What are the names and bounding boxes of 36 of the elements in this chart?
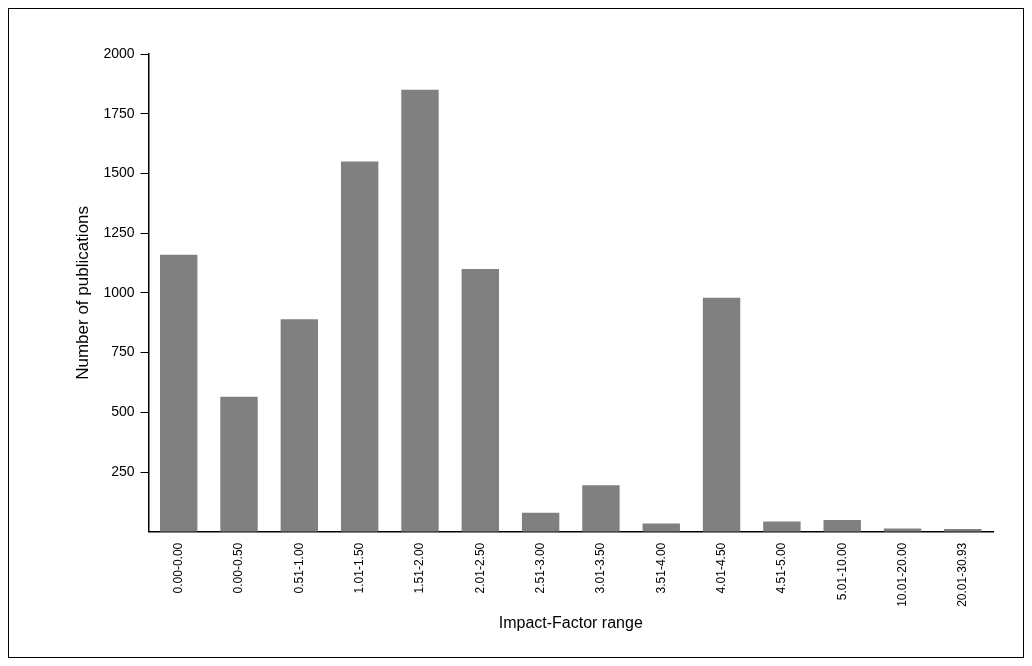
bar: [220, 396, 258, 532]
bar: [280, 319, 319, 532]
y-tick-label: 1750: [103, 104, 135, 121]
x-tick-label: 0.51-1.00: [291, 542, 306, 594]
x-tick-label: 5.01-10.00: [834, 542, 849, 601]
y-tick-label: 1000: [103, 283, 135, 300]
x-tick-label: 0.00-0.50: [231, 542, 246, 594]
x-tick-label: 1.01-1.50: [351, 542, 366, 594]
y-axis-title: Number of publications: [72, 205, 92, 380]
x-tick-label: 1.51-2.00: [412, 542, 427, 594]
x-tick-label: 2.01-2.50: [472, 542, 487, 594]
bar: [160, 254, 198, 532]
bar: [702, 297, 741, 532]
x-axis-title: Impact-Factor range: [498, 613, 643, 631]
x-tick-label: 20.01-30.93: [955, 542, 970, 607]
x-tick-label: 0.00-0.00: [171, 542, 186, 594]
y-tick-label: 500: [111, 403, 135, 420]
bar: [823, 520, 861, 532]
y-tick-label: 2000: [103, 44, 135, 61]
x-tick-label: 4.01-4.50: [713, 542, 728, 594]
bar: [521, 512, 560, 532]
y-tick-label: 1250: [103, 224, 135, 241]
bar: [582, 485, 620, 532]
x-tick-label: 2.51-3.00: [532, 542, 547, 594]
x-tick-label: 3.51-4.00: [653, 542, 668, 594]
bar: [401, 89, 439, 532]
bar: [461, 268, 499, 532]
y-tick-label: 750: [111, 343, 135, 360]
bar: [642, 523, 680, 532]
x-tick-label: 3.01-3.50: [593, 542, 608, 594]
x-tick-label: 10.01-20.00: [894, 542, 909, 607]
x-tick-label: 4.51-5.00: [774, 542, 789, 594]
y-tick-label: 250: [111, 462, 135, 479]
y-tick-label: 1500: [103, 164, 135, 181]
bar: [763, 521, 801, 532]
bar: [340, 161, 379, 532]
